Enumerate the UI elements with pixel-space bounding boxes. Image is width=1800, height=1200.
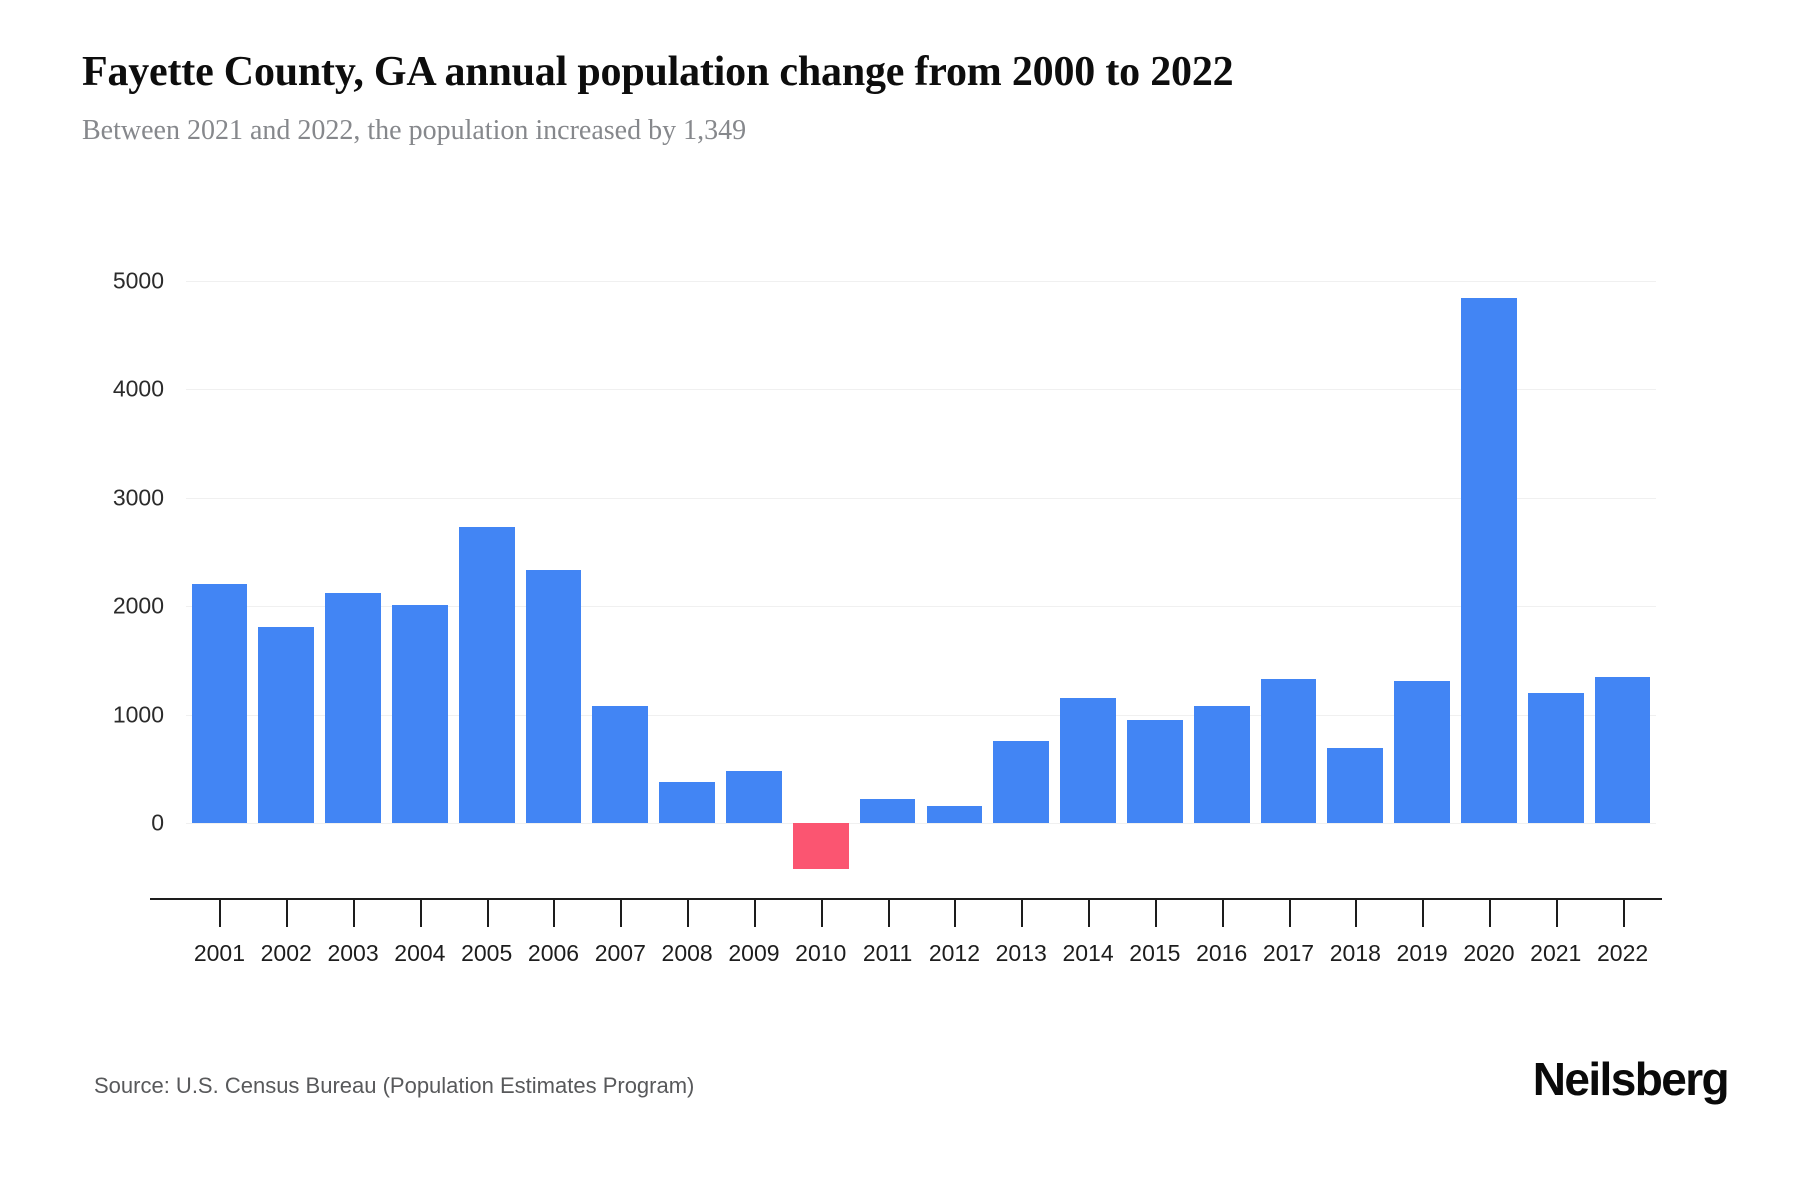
bar-2014[interactable] (1060, 697, 1116, 823)
bar-2021[interactable] (1527, 693, 1584, 823)
x-axis-label-2017: 2017 (1262, 940, 1315, 966)
x-axis-tick-2022 (1623, 900, 1625, 927)
x-axis-label-2010: 2010 (795, 940, 847, 966)
x-axis-tick-2009 (754, 900, 756, 927)
x-axis-label-2019: 2019 (1396, 940, 1448, 966)
bar-2019[interactable] (1394, 680, 1451, 823)
x-axis-tick-2003 (353, 900, 355, 927)
x-axis-label-2018: 2018 (1329, 940, 1381, 966)
bar-2004[interactable] (391, 604, 448, 823)
x-axis-label-2007: 2007 (594, 940, 646, 966)
x-axis-tick-2004 (420, 900, 422, 927)
x-axis-label-2001: 2001 (193, 940, 245, 966)
bar-2001[interactable] (191, 583, 248, 823)
chart-subtitle: Between 2021 and 2022, the population in… (82, 115, 747, 147)
x-axis-label-2009: 2009 (728, 940, 780, 966)
bar-2007[interactable] (592, 706, 649, 823)
x-axis-label-2020: 2020 (1463, 940, 1515, 966)
x-axis-label-2006: 2006 (527, 940, 580, 966)
x-axis-tick-2001 (219, 900, 221, 927)
x-axis-tick-2015 (1155, 900, 1157, 927)
bar-2020[interactable] (1461, 297, 1517, 823)
x-axis-tick-2018 (1355, 900, 1357, 927)
bar-2011[interactable] (859, 799, 916, 823)
x-axis-tick-2019 (1422, 900, 1424, 927)
brand-logo: Neilsberg (1532, 1053, 1730, 1105)
bar-2018[interactable] (1327, 747, 1384, 823)
bar-2002[interactable] (258, 626, 315, 823)
x-axis-label-2003: 2003 (327, 940, 379, 966)
bar-2009[interactable] (726, 770, 782, 823)
x-axis-line (150, 898, 1662, 900)
y-axis-label-1000: 1000 (112, 701, 164, 728)
bar-2006[interactable] (525, 570, 582, 823)
x-axis-tick-2007 (620, 900, 622, 927)
x-axis-tick-2017 (1289, 900, 1291, 927)
gridline-1000 (186, 715, 1656, 716)
x-axis-tick-2005 (487, 900, 489, 927)
bar-2015[interactable] (1126, 720, 1183, 823)
x-axis-tick-2014 (1088, 900, 1090, 927)
y-axis-label-4000: 4000 (112, 375, 164, 402)
page-title: Fayette County, GA annual population cha… (82, 49, 1234, 95)
x-axis-label-2008: 2008 (661, 940, 713, 966)
x-axis-tick-2021 (1556, 900, 1558, 927)
y-axis-label-5000: 5000 (112, 267, 164, 294)
bar-2022[interactable] (1594, 676, 1651, 823)
bar-2003[interactable] (325, 592, 381, 823)
x-axis-label-2012: 2012 (928, 940, 980, 966)
chart-header: Fayette County, GA annual population cha… (82, 48, 1722, 148)
x-axis-tick-2010 (821, 900, 823, 927)
bar-2017[interactable] (1260, 678, 1317, 823)
bar-2005[interactable] (458, 526, 515, 823)
bar-2016[interactable] (1193, 705, 1250, 823)
x-axis-tick-2006 (553, 900, 555, 927)
x-axis-label-2016: 2016 (1196, 940, 1248, 966)
bar-2012[interactable] (926, 806, 983, 823)
bar-series (186, 0, 1656, 1200)
bar-2008[interactable] (659, 781, 716, 823)
gridline-3000 (186, 498, 1656, 499)
x-axis-tick-2008 (687, 900, 689, 927)
y-axis-label-0: 0 (151, 809, 164, 836)
gridline-2000 (186, 606, 1656, 607)
gridline-4000 (186, 389, 1656, 390)
x-axis-label-2021: 2021 (1530, 940, 1582, 966)
y-axis-label-2000: 2000 (112, 592, 164, 619)
x-axis-label-2011: 2011 (862, 940, 913, 966)
x-axis-label-2005: 2005 (461, 940, 513, 966)
gridline-0 (186, 823, 1656, 824)
x-axis-label-2015: 2015 (1129, 940, 1181, 966)
bar-2010[interactable] (792, 823, 849, 869)
x-axis-tick-2011 (888, 900, 890, 927)
x-axis-label-2022: 2022 (1596, 940, 1649, 966)
x-axis-label-2002: 2002 (260, 940, 312, 966)
source-note: Source: U.S. Census Bureau (Population E… (94, 1073, 695, 1098)
x-axis-tick-2002 (286, 900, 288, 927)
x-axis-label-2004: 2004 (394, 940, 446, 966)
gridline-5000 (186, 281, 1656, 282)
x-axis-tick-2012 (954, 900, 956, 927)
bar-2013[interactable] (993, 740, 1050, 823)
x-axis-tick-2020 (1489, 900, 1491, 927)
x-axis-tick-2016 (1222, 900, 1224, 927)
y-axis-label-3000: 3000 (112, 484, 164, 511)
x-axis-label-2014: 2014 (1062, 940, 1114, 966)
x-axis-label-2013: 2013 (995, 940, 1047, 966)
x-axis-tick-2013 (1021, 900, 1023, 927)
